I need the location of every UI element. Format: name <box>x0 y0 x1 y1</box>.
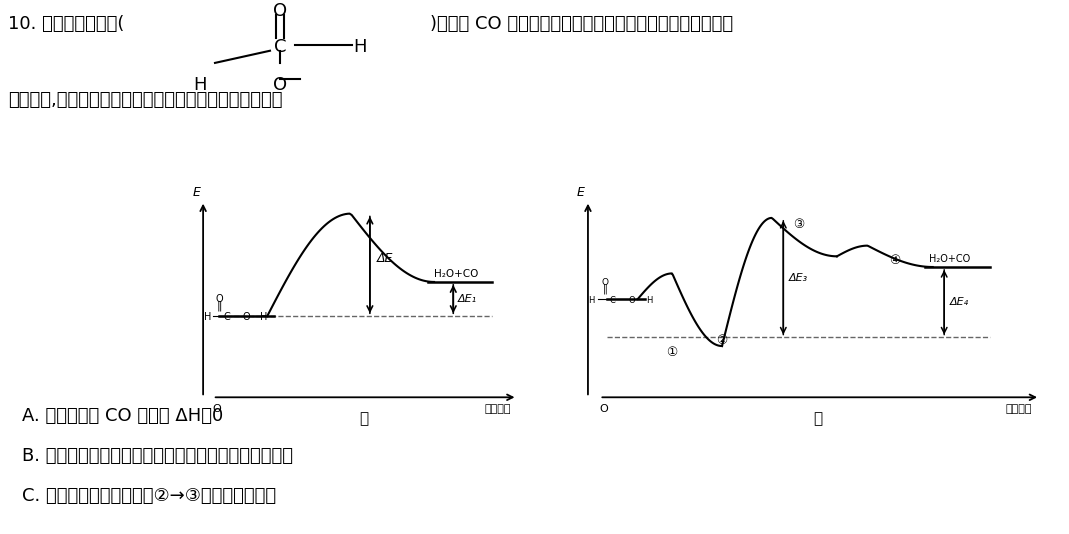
Text: O: O <box>273 76 288 94</box>
Text: ‖: ‖ <box>216 300 222 311</box>
Text: O: O <box>273 2 288 20</box>
Text: 甲: 甲 <box>359 411 368 426</box>
Text: 10. 硫酸可以在甲酸(: 10. 硫酸可以在甲酸( <box>7 15 124 33</box>
Text: 反应进程: 反应进程 <box>1006 404 1033 414</box>
Text: ②: ② <box>716 334 728 347</box>
Text: ΔE₄: ΔE₄ <box>950 297 970 307</box>
Text: C. 加入硫酸的反应进程中②→③步反应速率最快: C. 加入硫酸的反应进程中②→③步反应速率最快 <box>22 486 276 505</box>
Text: ΔE₃: ΔE₃ <box>789 273 808 282</box>
Text: E: E <box>576 186 585 199</box>
Text: O: O <box>600 404 608 414</box>
Text: ‖: ‖ <box>603 283 607 294</box>
Text: C: C <box>610 296 616 304</box>
Text: ①: ① <box>667 346 678 359</box>
Text: 反应进程: 反应进程 <box>484 404 511 414</box>
Text: O: O <box>602 278 608 287</box>
Text: E: E <box>192 186 201 199</box>
Text: 反应进程,乙图为加入硫酸的反应进程。下列说法正确的是: 反应进程,乙图为加入硫酸的反应进程。下列说法正确的是 <box>7 91 282 109</box>
Text: H₂O+CO: H₂O+CO <box>434 269 479 279</box>
Text: B. 未加入硫酸的反应进程中不涉及化学键的断裂与形成: B. 未加入硫酸的反应进程中不涉及化学键的断裂与形成 <box>22 447 293 465</box>
Text: ④: ④ <box>888 254 900 267</box>
Text: ③: ③ <box>793 218 804 231</box>
Text: 乙: 乙 <box>814 411 822 426</box>
Text: O: O <box>215 294 223 304</box>
Text: C: C <box>223 312 231 322</box>
Text: H: H <box>646 296 652 304</box>
Text: C: C <box>274 37 286 56</box>
Text: )分解制 CO 的反应进程中起催化作用。甲图为未加入硫酸的: )分解制 CO 的反应进程中起催化作用。甲图为未加入硫酸的 <box>430 15 733 33</box>
Text: ΔE: ΔE <box>376 252 392 265</box>
Text: ΔE₁: ΔE₁ <box>458 294 477 304</box>
Text: H: H <box>204 312 212 322</box>
Text: O: O <box>243 312 250 322</box>
Text: H: H <box>193 76 206 94</box>
Text: O: O <box>629 296 635 304</box>
Text: O: O <box>213 404 221 414</box>
Text: H: H <box>261 312 267 322</box>
Text: H: H <box>353 37 367 56</box>
Text: H₂O+CO: H₂O+CO <box>929 254 971 264</box>
Text: A. 甲酸分解制 CO 反应的 ΔH＜0: A. 甲酸分解制 CO 反应的 ΔH＜0 <box>22 407 223 426</box>
Text: H: H <box>589 296 595 304</box>
